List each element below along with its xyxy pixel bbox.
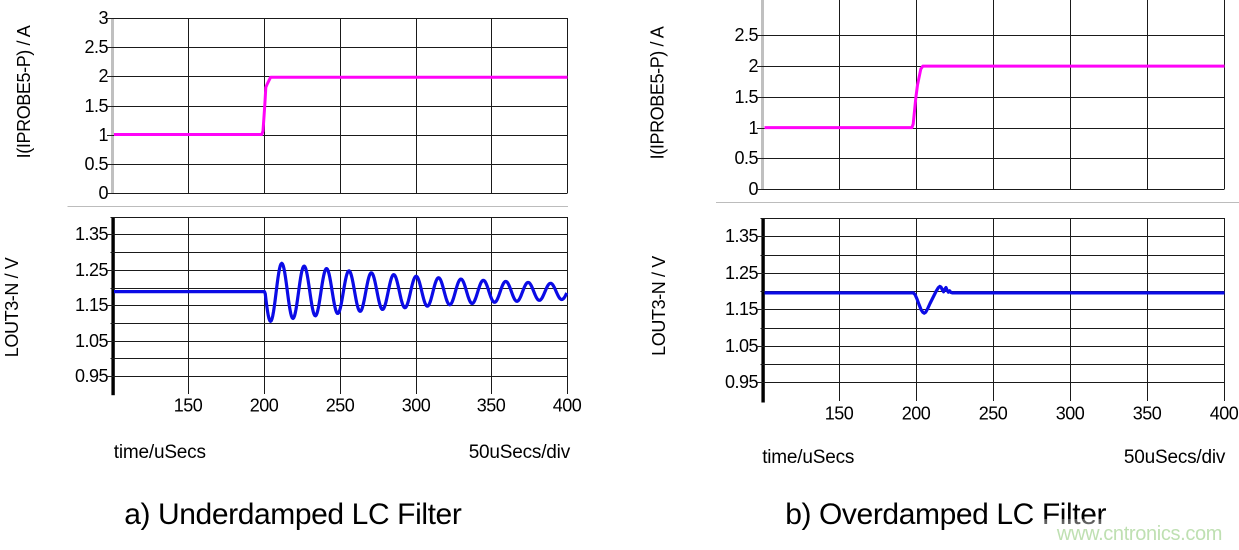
- svg-text:150: 150: [825, 404, 854, 424]
- svg-text:400: 400: [1210, 404, 1239, 424]
- svg-text:I(IPROBE5-P) / A: I(IPROBE5-P) / A: [648, 26, 668, 159]
- svg-text:0.95: 0.95: [75, 366, 109, 386]
- svg-text:time/uSecs: time/uSecs: [114, 442, 206, 463]
- svg-text:I(IPROBE5-P) / A: I(IPROBE5-P) / A: [14, 25, 34, 158]
- svg-text:1: 1: [748, 118, 758, 138]
- svg-text:1.25: 1.25: [725, 263, 759, 283]
- svg-text:0.95: 0.95: [725, 372, 759, 392]
- svg-text:2.5: 2.5: [734, 25, 758, 45]
- svg-text:time/uSecs: time/uSecs: [762, 447, 854, 468]
- svg-text:200: 200: [250, 396, 279, 416]
- svg-text:1.15: 1.15: [725, 299, 759, 319]
- svg-text:0: 0: [98, 183, 108, 203]
- svg-text:300: 300: [402, 396, 431, 416]
- svg-text:0.5: 0.5: [84, 154, 108, 174]
- svg-text:1.05: 1.05: [725, 336, 759, 356]
- svg-text:3: 3: [98, 8, 108, 28]
- svg-text:0: 0: [748, 179, 758, 199]
- svg-text:1: 1: [98, 125, 108, 145]
- svg-text:1.05: 1.05: [75, 331, 109, 351]
- svg-text:LOUT3-N / V: LOUT3-N / V: [649, 256, 669, 356]
- svg-text:1.25: 1.25: [75, 260, 109, 280]
- svg-text:250: 250: [326, 396, 355, 416]
- svg-text:350: 350: [477, 396, 506, 416]
- svg-text:LOUT3-N / V: LOUT3-N / V: [2, 257, 22, 357]
- svg-text:1.35: 1.35: [725, 226, 759, 246]
- svg-text:1.5: 1.5: [734, 87, 758, 107]
- svg-text:50uSecs/div: 50uSecs/div: [469, 442, 571, 463]
- svg-text:0.5: 0.5: [734, 148, 758, 168]
- svg-text:1.15: 1.15: [75, 295, 109, 315]
- svg-text:a) Underdamped LC Filter: a) Underdamped LC Filter: [124, 498, 462, 531]
- svg-text:150: 150: [174, 396, 203, 416]
- svg-text:2.5: 2.5: [84, 37, 108, 57]
- svg-text:1.35: 1.35: [75, 224, 109, 244]
- svg-text:1.5: 1.5: [84, 96, 108, 116]
- svg-text:www.cntronics.com: www.cntronics.com: [1056, 523, 1222, 545]
- svg-text:200: 200: [902, 404, 931, 424]
- svg-text:2: 2: [98, 66, 108, 86]
- svg-text:250: 250: [979, 404, 1008, 424]
- svg-text:300: 300: [1056, 404, 1085, 424]
- svg-text:400: 400: [553, 396, 582, 416]
- svg-text:50uSecs/div: 50uSecs/div: [1124, 447, 1226, 468]
- svg-text:350: 350: [1133, 404, 1162, 424]
- svg-text:2: 2: [748, 56, 758, 76]
